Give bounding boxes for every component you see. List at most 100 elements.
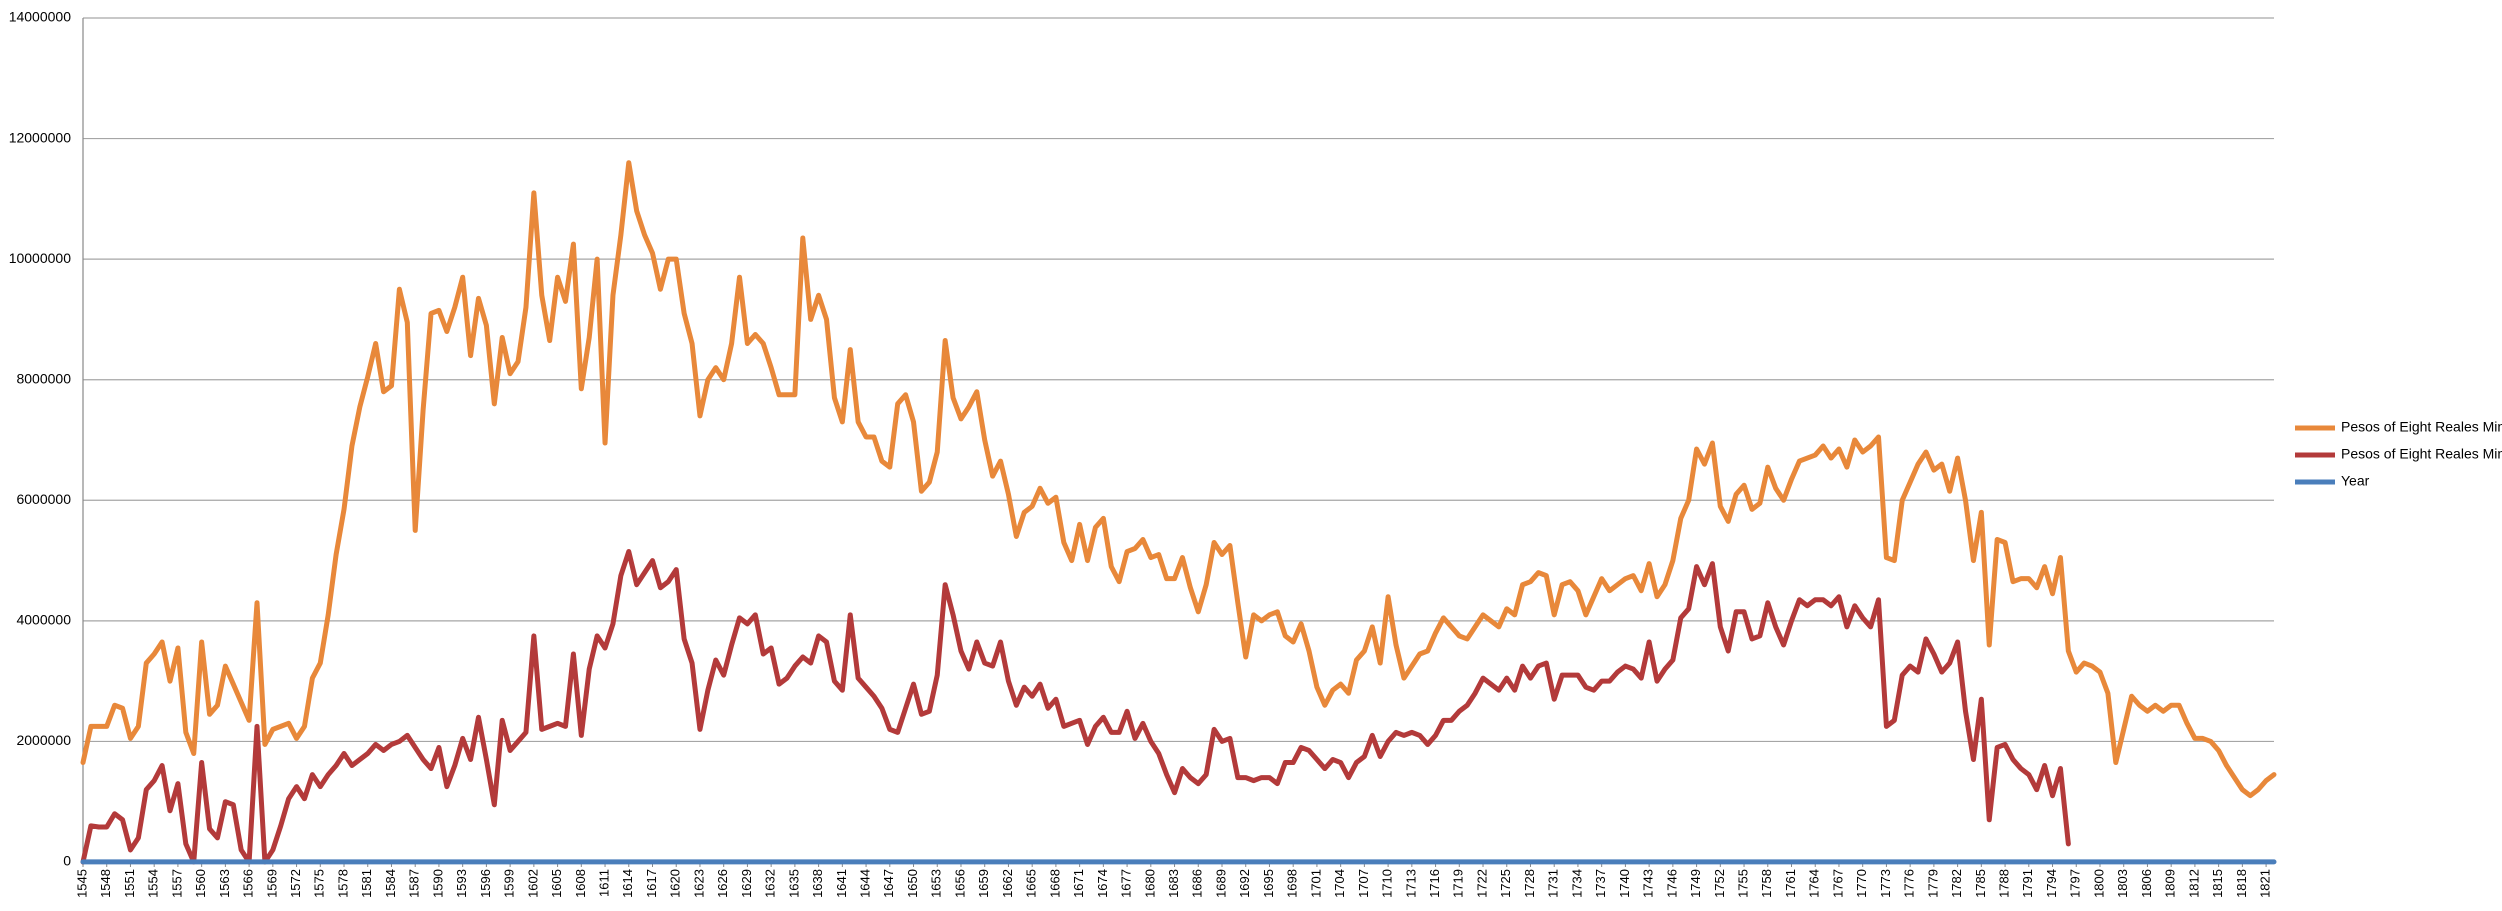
x-tick-label: 1608 — [573, 869, 588, 898]
x-tick-label: 1680 — [1142, 869, 1157, 898]
x-tick-label: 1641 — [834, 869, 849, 898]
x-tick-label: 1719 — [1451, 869, 1466, 898]
x-tick-label: 1617 — [644, 869, 659, 898]
x-tick-label: 1593 — [454, 869, 469, 898]
x-tick-label: 1761 — [1783, 869, 1798, 898]
x-tick-label: 1797 — [2068, 869, 2083, 898]
x-tick-label: 1701 — [1308, 869, 1323, 898]
x-tick-label: 1677 — [1119, 869, 1134, 898]
x-tick-label: 1635 — [786, 869, 801, 898]
x-tick-label: 1656 — [952, 869, 967, 898]
y-tick-label: 0 — [63, 853, 71, 869]
x-tick-label: 1722 — [1474, 869, 1489, 898]
y-tick-label: 14000000 — [9, 9, 72, 25]
x-tick-label: 1794 — [2044, 869, 2059, 898]
x-tick-label: 1782 — [1949, 869, 1964, 898]
x-tick-label: 1629 — [739, 869, 754, 898]
x-tick-label: 1800 — [2091, 869, 2106, 898]
x-tick-label: 1806 — [2139, 869, 2154, 898]
x-tick-label: 1689 — [1213, 869, 1228, 898]
x-tick-label: 1626 — [715, 869, 730, 898]
x-tick-label: 1620 — [668, 869, 683, 898]
x-tick-label: 1575 — [312, 869, 327, 898]
x-tick-label: 1578 — [335, 869, 350, 898]
x-tick-label: 1683 — [1166, 869, 1181, 898]
x-tick-label: 1725 — [1498, 869, 1513, 898]
x-tick-label: 1572 — [288, 869, 303, 898]
x-tick-label: 1704 — [1332, 869, 1347, 898]
y-tick-label: 6000000 — [16, 491, 71, 507]
x-tick-label: 1563 — [217, 869, 232, 898]
x-tick-label: 1692 — [1237, 869, 1252, 898]
x-tick-label: 1611 — [596, 869, 611, 897]
x-tick-label: 1632 — [763, 869, 778, 898]
y-tick-label: 10000000 — [9, 250, 72, 266]
x-tick-label: 1662 — [1000, 869, 1015, 898]
x-tick-label: 1647 — [881, 869, 896, 898]
x-tick-label: 1551 — [122, 869, 137, 898]
x-tick-label: 1716 — [1427, 869, 1442, 898]
x-tick-label: 1812 — [2186, 869, 2201, 898]
x-tick-label: 1599 — [502, 869, 517, 898]
x-tick-label: 1707 — [1356, 869, 1371, 898]
x-tick-label: 1821 — [2258, 869, 2273, 898]
x-tick-label: 1614 — [620, 869, 635, 898]
x-tick-label: 1560 — [193, 869, 208, 898]
x-tick-label: 1737 — [1593, 869, 1608, 898]
x-tick-label: 1653 — [929, 869, 944, 898]
legend-label: Year — [2341, 473, 2370, 489]
x-tick-label: 1674 — [1095, 869, 1110, 898]
x-tick-label: 1638 — [810, 869, 825, 898]
x-tick-label: 1749 — [1688, 869, 1703, 898]
x-tick-label: 1755 — [1735, 869, 1750, 898]
x-tick-label: 1734 — [1569, 869, 1584, 898]
legend-label: Pesos of Eight Reales Mint — [2341, 446, 2502, 462]
x-tick-label: 1590 — [430, 869, 445, 898]
x-tick-label: 1785 — [1973, 869, 1988, 898]
x-tick-label: 1644 — [858, 869, 873, 898]
series-line — [80, 549, 2071, 865]
x-tick-label: 1746 — [1664, 869, 1679, 898]
x-tick-label: 1698 — [1285, 869, 1300, 898]
x-tick-label: 1776 — [1902, 869, 1917, 898]
y-tick-label: 2000000 — [16, 732, 71, 748]
x-tick-label: 1743 — [1641, 869, 1656, 898]
x-tick-label: 1767 — [1830, 869, 1845, 898]
x-tick-label: 1623 — [691, 869, 706, 898]
x-tick-label: 1710 — [1380, 869, 1395, 898]
x-tick-label: 1764 — [1807, 869, 1822, 898]
x-tick-label: 1818 — [2234, 869, 2249, 898]
x-tick-label: 1809 — [2163, 869, 2178, 898]
x-tick-label: 1581 — [359, 869, 374, 898]
x-tick-label: 1668 — [1047, 869, 1062, 898]
x-tick-label: 1713 — [1403, 869, 1418, 898]
x-tick-label: 1566 — [241, 869, 256, 898]
x-tick-label: 1548 — [98, 869, 113, 898]
x-tick-label: 1659 — [976, 869, 991, 898]
x-tick-label: 1779 — [1925, 869, 1940, 898]
x-tick-label: 1557 — [169, 869, 184, 898]
x-tick-label: 1773 — [1878, 869, 1893, 898]
y-tick-label: 8000000 — [16, 370, 71, 386]
x-tick-label: 1596 — [478, 869, 493, 898]
x-tick-label: 1545 — [74, 869, 89, 898]
x-tick-label: 1731 — [1546, 869, 1561, 898]
y-tick-label: 4000000 — [16, 612, 71, 628]
x-tick-label: 1752 — [1712, 869, 1727, 898]
series-line — [80, 160, 2277, 799]
x-tick-label: 1803 — [2115, 869, 2130, 898]
legend-label: Pesos of Eight Reales Mine — [2341, 419, 2502, 435]
x-tick-label: 1587 — [407, 869, 422, 898]
x-tick-label: 1791 — [2020, 869, 2035, 898]
x-tick-label: 1686 — [1190, 869, 1205, 898]
x-tick-label: 1758 — [1759, 869, 1774, 898]
x-tick-label: 1815 — [2210, 869, 2225, 898]
x-tick-label: 1770 — [1854, 869, 1869, 898]
x-tick-label: 1740 — [1617, 869, 1632, 898]
x-tick-label: 1728 — [1522, 869, 1537, 898]
x-tick-label: 1584 — [383, 869, 398, 898]
x-tick-label: 1650 — [905, 869, 920, 898]
y-tick-label: 12000000 — [9, 129, 72, 145]
